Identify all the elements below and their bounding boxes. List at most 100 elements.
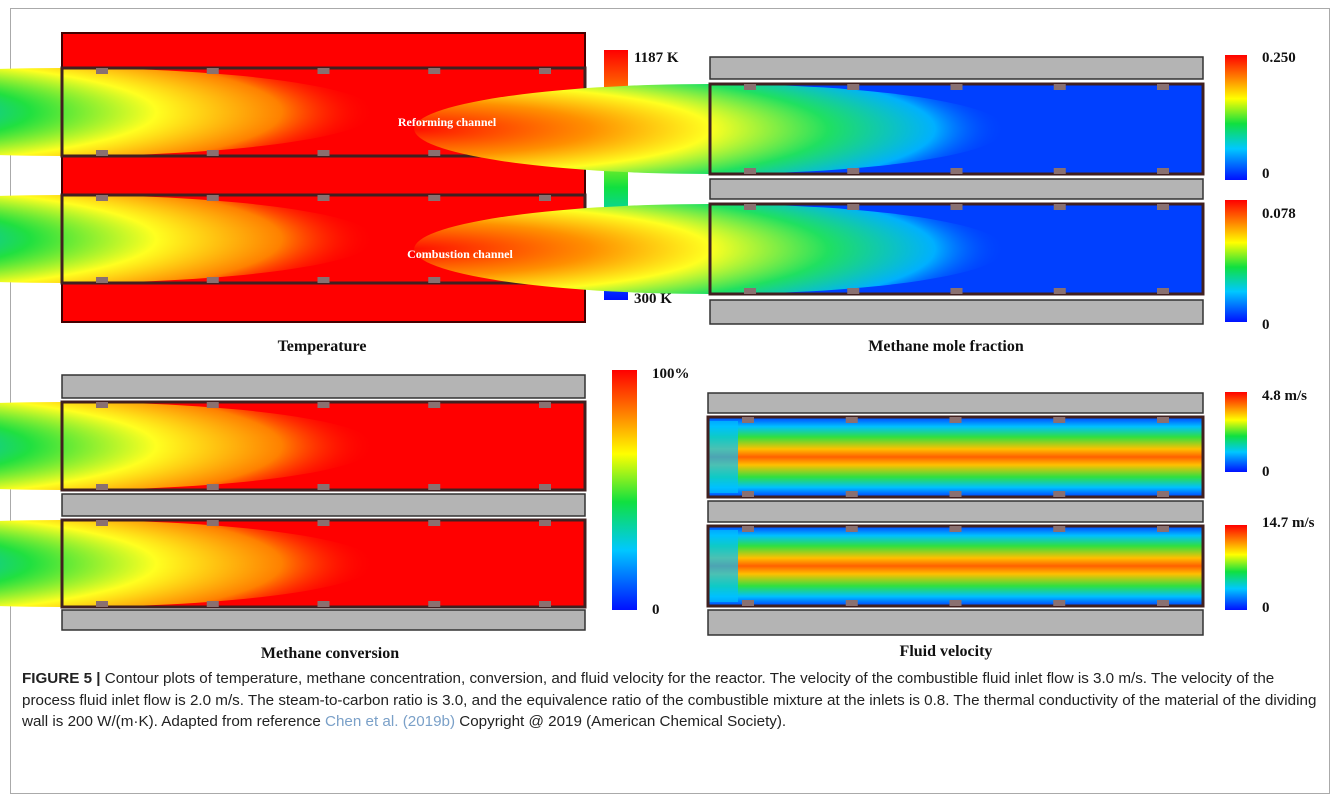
rib: [951, 288, 963, 294]
rib: [318, 402, 330, 408]
rib: [318, 277, 330, 283]
rib: [951, 204, 963, 210]
rib: [207, 195, 219, 201]
colorbar: [1225, 200, 1247, 322]
rib: [742, 491, 754, 497]
contour: [708, 530, 738, 602]
rib: [1157, 526, 1169, 532]
reference-link[interactable]: Chen et al. (2019b): [325, 713, 455, 730]
rib: [207, 484, 219, 490]
wall: [62, 375, 585, 398]
scale-max: 100%: [652, 366, 690, 382]
rib: [318, 484, 330, 490]
rib: [428, 68, 440, 74]
rib: [318, 195, 330, 201]
rib: [96, 601, 108, 607]
panel-caption: Fluid velocity: [900, 643, 993, 660]
channel-label: Reforming channel: [398, 115, 497, 129]
panel-caption: Temperature: [278, 338, 367, 355]
scale-max: 0.250: [1262, 50, 1296, 66]
rib: [539, 402, 551, 408]
rib: [539, 601, 551, 607]
rib: [428, 150, 440, 156]
rib: [428, 484, 440, 490]
rib: [207, 150, 219, 156]
rib: [318, 520, 330, 526]
rib: [950, 600, 962, 606]
wall: [62, 610, 585, 630]
figure-plots: 1187 K 300 K Reforming channel Combustio…: [0, 0, 1342, 665]
rib: [1053, 600, 1065, 606]
rib: [207, 402, 219, 408]
rib: [847, 288, 859, 294]
rib: [847, 204, 859, 210]
contour: [708, 421, 738, 493]
rib: [742, 526, 754, 532]
rib: [744, 84, 756, 90]
caption-text: Copyright @ 2019 (American Chemical Soci…: [455, 713, 786, 730]
rib: [744, 204, 756, 210]
scale-max: 14.7 m/s: [1262, 515, 1315, 531]
rib: [1157, 600, 1169, 606]
figure-caption: FIGURE 5 | Contour plots of temperature,…: [22, 668, 1322, 733]
contour: [708, 526, 1203, 606]
panel-caption: Methane mole fraction: [868, 338, 1024, 355]
rib: [950, 491, 962, 497]
contour: [708, 417, 1203, 497]
caption-label: FIGURE 5 |: [22, 670, 101, 687]
rib: [846, 526, 858, 532]
rib: [96, 277, 108, 283]
rib: [1157, 84, 1169, 90]
scale-min: 0: [1262, 317, 1270, 333]
wall: [710, 179, 1203, 199]
rib: [846, 491, 858, 497]
rib: [539, 520, 551, 526]
rib: [950, 526, 962, 532]
panel-caption: Methane conversion: [261, 645, 399, 662]
rib: [96, 484, 108, 490]
rib: [96, 520, 108, 526]
rib: [1053, 526, 1065, 532]
wall: [62, 494, 585, 516]
rib: [846, 600, 858, 606]
rib: [207, 601, 219, 607]
rib: [96, 150, 108, 156]
scale-max: 0.078: [1262, 206, 1296, 222]
rib: [1053, 417, 1065, 423]
scale-min: 0: [1262, 166, 1270, 182]
rib: [744, 288, 756, 294]
scale-min: 300 K: [634, 291, 672, 307]
wall: [710, 57, 1203, 79]
rib: [744, 168, 756, 174]
rib: [207, 68, 219, 74]
rib: [1054, 288, 1066, 294]
rib: [318, 601, 330, 607]
rib: [742, 600, 754, 606]
rib: [428, 601, 440, 607]
scale-max: 4.8 m/s: [1262, 388, 1307, 404]
wall: [710, 300, 1203, 324]
wall: [708, 610, 1203, 635]
rib: [318, 68, 330, 74]
colorbar: [612, 370, 637, 610]
rib: [1054, 168, 1066, 174]
rib: [318, 150, 330, 156]
scale-min: 0: [1262, 600, 1270, 616]
rib: [96, 68, 108, 74]
rib: [96, 195, 108, 201]
wall: [708, 393, 1203, 413]
rib: [428, 277, 440, 283]
rib: [428, 402, 440, 408]
rib: [539, 195, 551, 201]
rib: [1157, 288, 1169, 294]
rib: [207, 520, 219, 526]
rib: [951, 84, 963, 90]
rib: [1053, 491, 1065, 497]
rib: [1157, 168, 1169, 174]
rib: [846, 417, 858, 423]
rib: [539, 484, 551, 490]
colorbar: [1225, 525, 1247, 610]
rib: [950, 417, 962, 423]
channel-label: Combustion channel: [407, 247, 513, 261]
rib: [1157, 417, 1169, 423]
